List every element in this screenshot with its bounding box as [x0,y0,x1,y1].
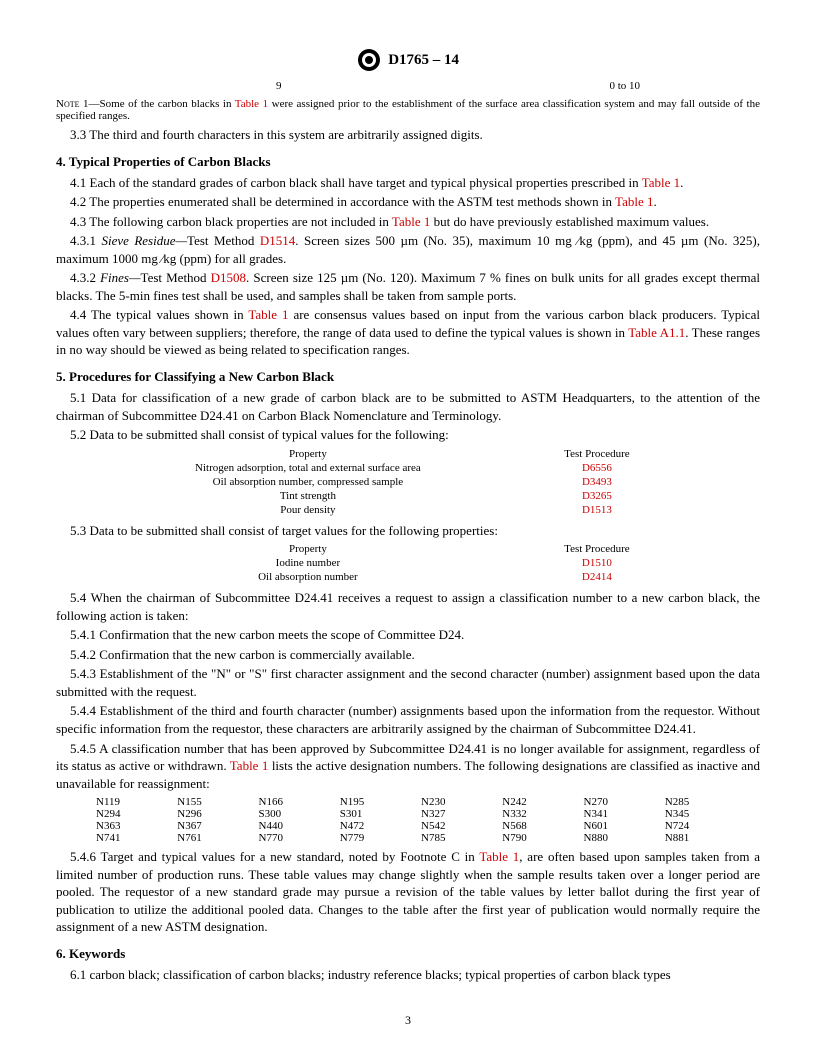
designation-cell: N724 [665,820,740,832]
note-label: Note 1— [56,98,100,110]
col-property: Property [120,448,496,460]
sieve-residue-label: Sieve Residue— [101,233,187,248]
designation-cell: N230 [421,796,496,808]
note-pre: Some of the carbon blacks in [100,98,235,110]
designation-cell: N155 [177,796,252,808]
table1-link[interactable]: Table 1 [235,98,268,110]
designation-cell: N327 [421,808,496,820]
table1-link[interactable]: Table 1 [248,307,288,322]
table1-link[interactable]: Table 1 [479,849,519,864]
table1-link[interactable]: Table 1 [615,194,653,209]
prop-name: Iodine number [120,557,496,569]
prop-name: Nitrogen adsorption, total and external … [120,462,496,474]
top-row: 9 0 to 10 [276,80,640,92]
section-6-head: 6. Keywords [56,946,760,962]
para-5-4-6: 5.4.6 Target and typical values for a ne… [56,848,760,936]
typical-values-table: PropertyTest Procedure Nitrogen adsorpti… [118,446,698,518]
table1-link[interactable]: Table 1 [642,175,680,190]
top-right: 0 to 10 [609,80,640,92]
test-proc-link[interactable]: D3493 [498,476,696,488]
para-4-2: 4.2 The properties enumerated shall be d… [56,193,760,211]
para-4-1: 4.1 Each of the standard grades of carbo… [56,174,760,192]
top-left: 9 [276,80,282,92]
designation-cell: N332 [502,808,577,820]
designation-cell: N345 [665,808,740,820]
para-5-4: 5.4 When the chairman of Subcommittee D2… [56,589,760,624]
inactive-designations-grid: N119 N155 N166 N195 N230 N242 N270 N285 … [96,796,740,844]
designation-cell: N440 [259,820,334,832]
designation-cell: N779 [340,832,415,844]
designation-cell: N296 [177,808,252,820]
designation-cell: N367 [177,820,252,832]
designation-cell: N242 [502,796,577,808]
test-proc-link[interactable]: D1513 [498,504,696,516]
target-values-table: PropertyTest Procedure Iodine numberD151… [118,541,698,585]
para-5-3: 5.3 Data to be submitted shall consist o… [56,522,760,540]
designation-cell: N542 [421,820,496,832]
designation-cell: N472 [340,820,415,832]
document-header: D1765 – 14 [56,48,760,72]
fines-label: Fines— [100,270,140,285]
prop-name: Oil absorption number [120,571,496,583]
prop-name: Oil absorption number, compressed sample [120,476,496,488]
astm-logo [357,48,381,72]
para-5-4-1: 5.4.1 Confirmation that the new carbon m… [56,626,760,644]
designation-cell: N785 [421,832,496,844]
para-6-1: 6.1 carbon black; classification of carb… [56,966,760,984]
designation-cell: N601 [584,820,659,832]
para-5-2: 5.2 Data to be submitted shall consist o… [56,426,760,444]
para-3-3: 3.3 The third and fourth characters in t… [56,126,760,144]
designation-cell: N568 [502,820,577,832]
d1508-link[interactable]: D1508 [211,270,246,285]
designation-cell: N881 [665,832,740,844]
para-4-3: 4.3 The following carbon black propertie… [56,213,760,231]
section-5-head: 5. Procedures for Classifying a New Carb… [56,369,760,385]
designation-cell: N270 [584,796,659,808]
test-proc-link[interactable]: D6556 [498,462,696,474]
col-procedure: Test Procedure [498,448,696,460]
designation-cell: N761 [177,832,252,844]
col-property: Property [120,543,496,555]
test-proc-link[interactable]: D2414 [498,571,696,583]
para-4-3-2: 4.3.2 Fines—Test Method D1508. Screen si… [56,269,760,304]
d1514-link[interactable]: D1514 [260,233,295,248]
designation-cell: N285 [665,796,740,808]
designation-title: D1765 – 14 [388,52,459,69]
designation-cell: N119 [96,796,171,808]
table-a11-link[interactable]: Table A1.1 [628,325,685,340]
designation-cell: N294 [96,808,171,820]
para-5-4-2: 5.4.2 Confirmation that the new carbon i… [56,646,760,664]
designation-cell: N341 [584,808,659,820]
para-5-4-3: 5.4.3 Establishment of the "N" or "S" fi… [56,665,760,700]
para-4-3-1: 4.3.1 Sieve Residue—Test Method D1514. S… [56,232,760,267]
designation-cell: N195 [340,796,415,808]
prop-name: Pour density [120,504,496,516]
test-proc-link[interactable]: D3265 [498,490,696,502]
para-5-1: 5.1 Data for classification of a new gra… [56,389,760,424]
prop-name: Tint strength [120,490,496,502]
para-5-4-5: 5.4.5 A classification number that has b… [56,740,760,793]
table1-link[interactable]: Table 1 [230,758,269,773]
col-procedure: Test Procedure [498,543,696,555]
designation-cell: N741 [96,832,171,844]
designation-cell: N790 [502,832,577,844]
designation-cell: N363 [96,820,171,832]
test-proc-link[interactable]: D1510 [498,557,696,569]
designation-cell: S301 [340,808,415,820]
designation-cell: N770 [259,832,334,844]
table1-link[interactable]: Table 1 [392,214,430,229]
para-4-4: 4.4 The typical values shown in Table 1 … [56,306,760,359]
section-4-head: 4. Typical Properties of Carbon Blacks [56,154,760,170]
designation-cell: N166 [259,796,334,808]
para-5-4-4: 5.4.4 Establishment of the third and fou… [56,702,760,737]
designation-cell: N880 [584,832,659,844]
designation-cell: S300 [259,808,334,820]
page-number: 3 [0,1013,816,1028]
note-1: Note 1—Some of the carbon blacks in Tabl… [56,98,760,122]
